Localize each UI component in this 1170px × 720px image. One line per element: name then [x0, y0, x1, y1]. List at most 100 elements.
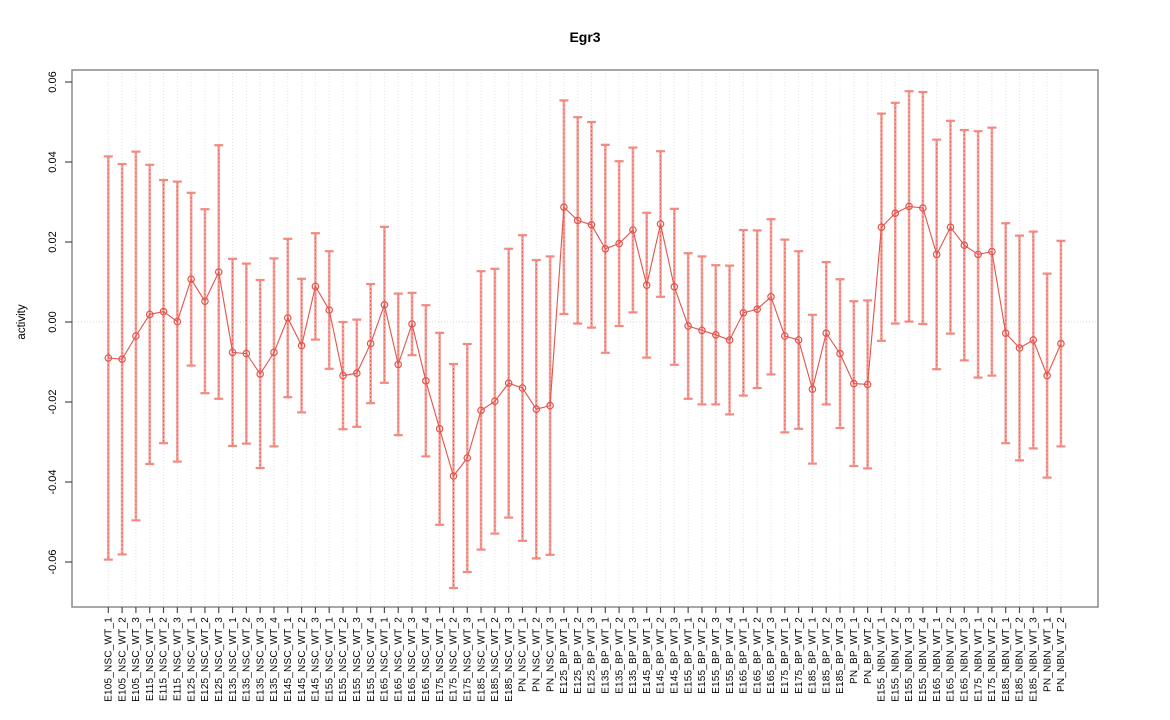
x-category-label: E155_NBN_WT_2 — [890, 617, 901, 702]
x-category-label: E155_NBN_WT_3 — [904, 617, 915, 702]
data-point — [159, 307, 168, 316]
x-category-label: E165_BP_WT_2 — [752, 617, 763, 694]
data-point — [739, 308, 748, 317]
data-point — [794, 336, 803, 344]
x-category-label: E145_NSC_WT_3 — [311, 617, 322, 702]
chart-title: Egr3 — [569, 29, 600, 45]
data-point — [850, 379, 858, 388]
data-point — [1001, 329, 1010, 338]
y-tick-label: 0.04 — [47, 151, 59, 172]
data-point — [256, 370, 264, 378]
data-point — [173, 317, 182, 326]
data-point — [132, 332, 140, 340]
x-category-label: E135_NSC_WT_4 — [269, 617, 280, 702]
data-point — [1043, 371, 1051, 380]
x-category-label: E185_BP_WT_1 — [808, 617, 819, 694]
data-point — [725, 336, 734, 344]
x-category-label: E165_NBN_WT_1 — [932, 617, 943, 702]
y-tick-label: 0.00 — [47, 311, 59, 332]
x-category-label: E165_NSC_WT_4 — [421, 617, 432, 702]
x-category-label: E175_NBN_WT_1 — [973, 617, 984, 702]
x-category-label: E105_NSC_WT_3 — [131, 617, 142, 702]
x-category-label: E165_NSC_WT_2 — [393, 617, 404, 702]
data-point — [311, 282, 320, 291]
data-point — [339, 371, 347, 380]
data-point — [587, 221, 596, 229]
x-category-label: E125_BP_WT_3 — [587, 617, 598, 694]
data-point — [449, 472, 458, 480]
x-category-label: E105_NSC_WT_1 — [104, 617, 115, 702]
x-category-label: PN_NSC_WT_3 — [545, 617, 556, 692]
data-point — [504, 379, 513, 388]
x-category-label: E125_BP_WT_1 — [559, 617, 570, 694]
data-point — [642, 281, 651, 290]
x-category-label: E155_NSC_WT_3 — [352, 617, 363, 702]
data-point — [518, 384, 527, 392]
y-tick-label: 0.02 — [47, 231, 59, 252]
axis-layer: 0.06 0.04 0.02 0.00 -0.02 -0.04 -0.06 E105_NSC_… — [47, 69, 1099, 702]
data-point — [104, 354, 113, 362]
x-category-label: E175_NSC_WT_1 — [435, 617, 446, 702]
data-point — [615, 239, 623, 248]
data-point — [532, 405, 541, 414]
x-category-label: E145_BP_WT_3 — [670, 617, 681, 694]
x-category-label: E145_BP_WT_2 — [656, 617, 667, 694]
x-category-label: E155_NSC_WT_4 — [366, 617, 377, 702]
data-point — [656, 220, 665, 228]
x-category-label: E175_NBN_WT_2 — [987, 617, 998, 702]
x-category-label: E185_NSC_WT_2 — [490, 617, 501, 702]
x-category-label: E125_NSC_WT_1 — [186, 617, 197, 702]
x-category-label: E155_NSC_WT_2 — [338, 617, 349, 702]
x-category-label: E115_NSC_WT_2 — [159, 617, 170, 701]
x-category-label: E165_BP_WT_1 — [739, 617, 750, 694]
x-category-label: PN_NBN_WT_1 — [1042, 617, 1053, 692]
data-point — [822, 329, 831, 338]
data-point — [353, 369, 361, 378]
data-point — [767, 292, 775, 301]
data-point — [546, 401, 554, 410]
x-category-label: E135_NSC_WT_1 — [228, 617, 239, 702]
x-category-label: E175_BP_WT_1 — [780, 617, 791, 694]
x-category-label: E175_NSC_WT_2 — [449, 617, 460, 702]
x-category-label: PN_NSC_WT_2 — [531, 617, 542, 692]
x-category-label: E155_BP_WT_4 — [725, 617, 736, 694]
data-point — [808, 385, 817, 394]
data-point — [698, 326, 706, 335]
x-category-label: E135_NSC_WT_2 — [242, 617, 253, 702]
data-point — [877, 223, 886, 232]
x-category-label: E145_NSC_WT_2 — [297, 617, 308, 702]
x-category-label: E165_NBN_WT_2 — [946, 617, 957, 702]
y-tick-label: -0.06 — [47, 549, 59, 574]
data-point — [297, 341, 306, 350]
x-category-label: E155_NSC_WT_1 — [324, 617, 335, 702]
data-point — [863, 380, 872, 389]
x-category-label: E115_NSC_WT_1 — [145, 617, 156, 701]
data-point — [435, 424, 444, 433]
data-point — [974, 250, 982, 259]
x-category-label: PN_NSC_WT_1 — [518, 617, 529, 692]
x-category-label: E155_BP_WT_1 — [683, 617, 694, 694]
x-category-label: E165_NSC_WT_3 — [407, 617, 418, 702]
x-category-label: E125_BP_WT_2 — [573, 617, 584, 694]
data-point — [214, 268, 223, 276]
x-category-label: E115_NSC_WT_3 — [173, 617, 184, 701]
data-point — [960, 241, 969, 250]
data-point — [118, 355, 126, 364]
data-point — [187, 275, 195, 284]
x-category-label: E155_NBN_WT_4 — [918, 617, 929, 702]
x-category-label: E135_NSC_WT_3 — [255, 617, 266, 702]
data-point — [905, 202, 913, 211]
x-category-label: E125_NSC_WT_2 — [200, 617, 211, 702]
data-point — [836, 349, 844, 358]
data-point — [946, 223, 955, 232]
x-category-label: E145_NSC_WT_1 — [283, 617, 294, 702]
data-point — [670, 282, 679, 291]
x-category-label: E135_BP_WT_3 — [628, 617, 639, 694]
x-category-label: E155_BP_WT_2 — [697, 617, 708, 694]
x-category-label: E125_NSC_WT_3 — [214, 617, 225, 702]
data-point — [145, 310, 154, 319]
data-point — [422, 376, 430, 385]
x-category-label: E185_BP_WT_3 — [835, 617, 846, 694]
